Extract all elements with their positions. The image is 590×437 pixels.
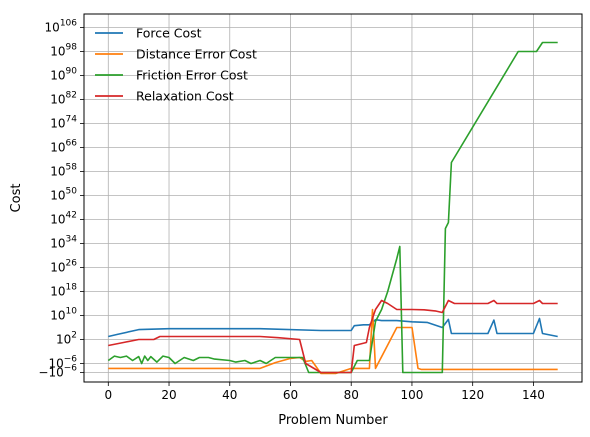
plot-area-frame xyxy=(83,13,583,383)
series-line-2 xyxy=(107,41,558,374)
y-tick-label: 1066 xyxy=(50,139,77,155)
y-tick-label: 1026 xyxy=(50,259,77,275)
legend: Force Cost Distance Error Cost Friction Er… xyxy=(95,26,257,104)
y-tick-label: 1090 xyxy=(50,67,77,83)
x-axis-ticks: 0 20 40 60 80 100 120 140 xyxy=(104,382,545,402)
y-tick-label: 10106 xyxy=(45,19,78,35)
legend-label: Friction Error Cost xyxy=(136,68,248,83)
series-lines xyxy=(107,41,558,375)
x-tick-label: 140 xyxy=(522,388,545,402)
x-tick-label: 40 xyxy=(222,388,237,402)
y-tick-label: −10−6 xyxy=(38,364,77,380)
y-tick-label: 10−6 xyxy=(48,355,77,371)
y-tick-label: 1018 xyxy=(50,283,77,299)
legend-label: Distance Error Cost xyxy=(136,47,257,62)
grid xyxy=(84,14,582,382)
x-tick-label: 60 xyxy=(283,388,298,402)
x-tick-label: 120 xyxy=(461,388,484,402)
x-tick-label: 20 xyxy=(161,388,176,402)
x-tick-label: 80 xyxy=(344,388,359,402)
y-tick-label: 1050 xyxy=(50,187,77,203)
y-tick-label: 1074 xyxy=(50,115,77,131)
legend-label: Relaxation Cost xyxy=(136,89,234,104)
y-tick-label: 1010 xyxy=(50,307,77,323)
y-axis-label: Cost xyxy=(9,184,24,213)
legend-label: Force Cost xyxy=(136,26,202,41)
y-tick-label: 102 xyxy=(56,331,77,347)
y-tick-label: 1034 xyxy=(50,235,77,251)
y-tick-label: 1098 xyxy=(50,43,77,59)
x-tick-label: 100 xyxy=(400,388,423,402)
x-tick-label: 0 xyxy=(104,388,112,402)
x-axis-label: Problem Number xyxy=(278,413,388,428)
y-tick-label: 1042 xyxy=(50,211,77,227)
series-line-3 xyxy=(108,299,558,374)
series-line-0 xyxy=(108,317,558,338)
y-tick-label: 1082 xyxy=(50,91,77,107)
y-tick-label: 1058 xyxy=(50,163,77,179)
y-axis-ticks: 10106 1098 1090 1082 1074 1066 1058 1050 1042 103… xyxy=(38,19,84,380)
